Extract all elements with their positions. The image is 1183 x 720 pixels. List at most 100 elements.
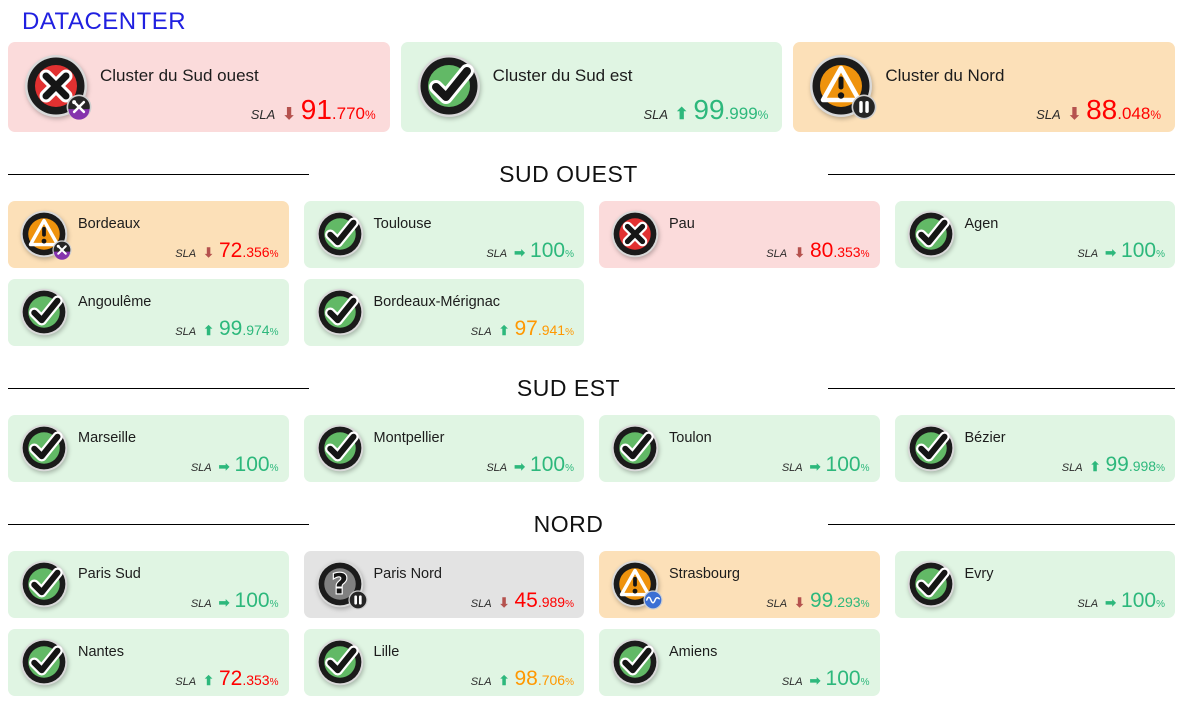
sla-value: 88.048%	[1086, 94, 1161, 126]
sla-dec: .941	[537, 322, 566, 338]
status-icon-wrap	[316, 638, 364, 686]
sla-label: SLA	[781, 676, 803, 688]
ok-status-icon	[907, 560, 955, 608]
status-icon-wrap	[611, 638, 659, 686]
section-header: NORD	[8, 511, 1175, 538]
section-header: SUD EST	[8, 375, 1175, 402]
city-card-montpellier[interactable]: Montpellier SLA ➡ 100%	[303, 415, 584, 482]
ok-status-icon	[417, 54, 481, 118]
sla-label: SLA	[781, 462, 803, 474]
city-card-paris-nord[interactable]: ? Paris Nord SLA ⬇ 45.989%	[303, 551, 584, 618]
sla-label: SLA	[766, 248, 788, 260]
sla-int: 98	[514, 667, 538, 690]
sla-dec: .048	[1117, 104, 1151, 123]
ok-status-icon	[611, 638, 659, 686]
cluster-card-cluster-du-sud-est[interactable]: Cluster du Sud est SLA ⬆ 99.999%	[400, 42, 783, 132]
city-card-nantes[interactable]: Nantes SLA ⬆ 72.353%	[8, 629, 289, 696]
card-title: Bordeaux	[78, 216, 141, 232]
sla-label: SLA	[470, 598, 492, 610]
status-icon-wrap	[20, 560, 68, 608]
sla-int: 72	[218, 667, 243, 690]
sla-line: SLA ➡ 100%	[191, 453, 279, 477]
card-title: Strasbourg	[669, 566, 740, 582]
sla-pct: %	[1156, 463, 1165, 474]
section-grid: Bordeaux SLA ⬇ 72.356% Toulouse SLA ➡ 10…	[8, 201, 1175, 346]
sla-value: 99.998%	[1105, 453, 1165, 477]
city-card-toulon[interactable]: Toulon SLA ➡ 100%	[599, 415, 880, 482]
sla-value: 99.999%	[693, 94, 768, 126]
cluster-card-cluster-du-nord[interactable]: Cluster du Nord SLA ⬇ 88.048%	[793, 42, 1176, 132]
sla-pct: %	[757, 108, 769, 122]
status-icon-wrap	[907, 560, 955, 608]
city-card-pau[interactable]: Pau SLA ⬇ 80.353%	[599, 201, 880, 268]
sla-label: SLA	[250, 107, 276, 122]
status-icon-wrap	[24, 54, 92, 120]
sla-dec: .998	[1128, 458, 1157, 474]
sla-label: SLA	[175, 248, 197, 260]
sla-value: 99.293%	[810, 589, 870, 613]
sla-line: SLA ➡ 100%	[486, 239, 574, 263]
sla-pct: %	[1156, 249, 1165, 260]
card-title: Lille	[373, 644, 400, 660]
city-card-bordeaux[interactable]: Bordeaux SLA ⬇ 72.356%	[8, 201, 289, 268]
sla-int: 91	[300, 94, 332, 125]
sla-trend-up-arrow: ⬆	[203, 673, 214, 688]
city-card-agen[interactable]: Agen SLA ➡ 100%	[894, 201, 1175, 268]
card-title: Bézier	[964, 430, 1006, 446]
sla-trend-up-arrow: ⬆	[203, 323, 214, 338]
sla-line: SLA ⬆ 99.999%	[643, 94, 768, 126]
sla-int: 99	[693, 94, 725, 125]
city-card-strasbourg[interactable]: Strasbourg SLA ⬇ 99.293%	[599, 551, 880, 618]
ok-status-icon	[316, 424, 364, 472]
ok-status-icon	[20, 560, 68, 608]
sla-label: SLA	[1077, 598, 1099, 610]
status-icon-wrap	[907, 424, 955, 472]
sla-int: 45	[514, 589, 538, 612]
sla-pct: %	[269, 599, 279, 610]
section-title: NORD	[533, 511, 604, 537]
sla-label: SLA	[175, 676, 197, 688]
sla-int: 80	[809, 239, 834, 262]
sla-dec: .353	[833, 244, 861, 260]
city-card-evry[interactable]: Evry SLA ➡ 100%	[894, 551, 1175, 618]
sla-int: 100	[825, 453, 861, 476]
card-title: Agen	[964, 216, 999, 232]
sla-int: 100	[825, 667, 861, 690]
city-card-amiens[interactable]: Amiens SLA ➡ 100%	[599, 629, 880, 696]
city-card-marseille[interactable]: Marseille SLA ➡ 100%	[8, 415, 289, 482]
city-card-angouleme[interactable]: Angoulême SLA ⬆ 99.974%	[8, 279, 289, 346]
sla-line: SLA ⬇ 45.989%	[471, 589, 574, 613]
city-card-bordeaux-merignac[interactable]: Bordeaux-Mérignac SLA ⬆ 97.941%	[303, 279, 584, 346]
card-title: Angoulême	[78, 294, 152, 310]
header-line-left	[8, 388, 309, 389]
ok-status-icon	[316, 638, 364, 686]
sla-trend-up-arrow: ⬆	[498, 673, 510, 688]
section-title: SUD EST	[516, 375, 621, 401]
pause-badge-icon	[851, 94, 877, 120]
status-icon-wrap	[611, 210, 659, 258]
sla-int: 100	[234, 453, 270, 476]
sla-trend-down-arrow: ⬇	[794, 245, 805, 260]
status-icon-wrap	[20, 638, 68, 686]
sla-trend-right-arrow: ➡	[809, 673, 821, 688]
status-icon-wrap	[316, 424, 364, 472]
section-sud-ouest: SUD OUEST Bordeaux SLA ⬇ 72.356% Toulous…	[0, 161, 1183, 346]
sla-value: 100%	[235, 589, 279, 613]
sla-pct: %	[269, 327, 279, 338]
city-card-bezier[interactable]: Bézier SLA ⬆ 99.998%	[894, 415, 1175, 482]
sla-label: SLA	[190, 598, 212, 610]
sla-line: SLA ➡ 100%	[486, 453, 574, 477]
sections: SUD OUEST Bordeaux SLA ⬇ 72.356% Toulous…	[0, 161, 1183, 696]
sla-pct: %	[269, 249, 279, 260]
sla-trend-down-arrow: ⬇	[282, 106, 296, 123]
city-card-lille[interactable]: Lille SLA ⬆ 98.706%	[303, 629, 584, 696]
header-line-left	[8, 174, 309, 175]
city-card-toulouse[interactable]: Toulouse SLA ➡ 100%	[303, 201, 584, 268]
card-title: Bordeaux-Mérignac	[373, 294, 501, 310]
sla-value: 45.989%	[514, 589, 574, 613]
city-card-paris-sud[interactable]: Paris Sud SLA ➡ 100%	[8, 551, 289, 618]
sla-trend-right-arrow: ➡	[809, 459, 821, 474]
cluster-card-cluster-du-sud-ouest[interactable]: Cluster du Sud ouest SLA ⬇ 91.770%	[8, 42, 390, 132]
status-icon-wrap	[417, 54, 481, 118]
card-title: Toulouse	[373, 216, 432, 232]
